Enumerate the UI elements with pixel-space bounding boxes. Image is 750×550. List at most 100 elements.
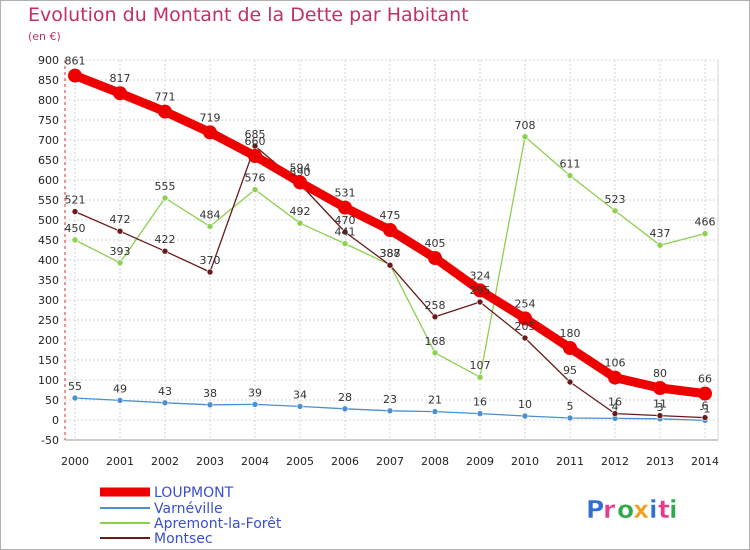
data-label: 324 (470, 269, 491, 282)
y-tick-label: 300 (38, 294, 59, 307)
data-point (296, 219, 304, 227)
data-labels: 8618177717196605945314754053242541801068… (65, 55, 716, 416)
data-point (116, 397, 124, 404)
data-label: 254 (515, 297, 536, 310)
data-point (611, 410, 619, 417)
legend-item: Montsec (100, 531, 213, 547)
y-tick-label: 100 (38, 374, 59, 387)
data-label: 521 (65, 194, 86, 207)
legend-item: Varnéville (100, 501, 223, 517)
data-point (71, 394, 79, 402)
data-point (293, 175, 307, 190)
y-tick-label: 350 (38, 274, 59, 287)
legend-item: LOUPMONT (100, 485, 234, 501)
y-tick-label: 650 (38, 154, 59, 167)
legend-item: Apremont-la-Forêt (100, 516, 282, 532)
x-tick-label: 2006 (331, 455, 359, 468)
data-point (386, 261, 394, 269)
logo-letter: i (649, 495, 658, 524)
data-label: 295 (470, 284, 491, 297)
data-point (473, 283, 487, 298)
data-label: 441 (335, 226, 356, 239)
data-point (701, 414, 709, 421)
data-point (206, 401, 214, 409)
data-label: 576 (245, 172, 266, 185)
data-label: 861 (65, 55, 86, 68)
data-label: 106 (605, 357, 626, 370)
data-point (431, 408, 439, 415)
x-tick-label: 2008 (421, 455, 449, 468)
data-label: 28 (338, 391, 352, 404)
y-tick-label: 450 (38, 234, 59, 247)
y-tick-label: 500 (38, 214, 59, 227)
data-label: 817 (110, 72, 131, 85)
y-tick-label: 400 (38, 254, 59, 267)
logo-letter: P (586, 495, 604, 524)
y-tick-label: 200 (38, 334, 59, 347)
y-tick-label: -50 (41, 434, 59, 447)
data-label: 16 (473, 396, 487, 409)
data-label: 180 (560, 327, 581, 340)
y-tick-label: 900 (38, 54, 59, 67)
logo-letter: i (669, 495, 678, 524)
legend-label: Varnéville (154, 501, 223, 517)
data-label: 685 (245, 128, 266, 141)
chart-unit-label: (en €) (28, 30, 61, 43)
legend-label: Montsec (154, 531, 213, 547)
data-label: 49 (113, 382, 127, 395)
data-point (428, 251, 442, 265)
data-label: 168 (425, 335, 446, 348)
data-point (161, 399, 169, 407)
data-label: 475 (380, 209, 401, 222)
data-point (611, 207, 619, 215)
data-point (521, 133, 529, 141)
data-label: 107 (470, 359, 491, 372)
data-label: 393 (110, 245, 131, 258)
data-point (431, 349, 439, 357)
data-point (251, 186, 259, 193)
data-label: 370 (200, 254, 221, 267)
data-label: 590 (290, 166, 311, 179)
y-tick-label: 0 (52, 414, 59, 427)
data-label: 437 (650, 227, 671, 240)
data-point (701, 230, 709, 237)
data-label: 43 (158, 385, 172, 398)
x-tick-label: 2013 (646, 455, 674, 468)
data-point (68, 68, 82, 83)
x-tick-label: 2010 (511, 455, 539, 468)
data-point (341, 240, 349, 247)
data-label: 23 (383, 393, 397, 406)
legend-label: Apremont-la-Forêt (154, 516, 282, 532)
series-montsec (71, 142, 709, 421)
data-point (251, 401, 259, 408)
data-label: 66 (698, 373, 712, 386)
data-label: 531 (335, 187, 356, 200)
x-tick-label: 2014 (691, 455, 719, 468)
data-label: 11 (653, 398, 667, 411)
data-point (656, 241, 664, 249)
y-tick-label: 800 (38, 94, 59, 107)
y-tick-label: 600 (38, 174, 59, 187)
data-label: 21 (428, 394, 442, 407)
data-label: 611 (560, 158, 581, 171)
legend: LOUPMONTVarnévilleApremont-la-ForêtMonts… (100, 485, 282, 547)
data-label: 80 (653, 367, 667, 380)
chart-title: Evolution du Montant de la Dette par Hab… (28, 4, 469, 26)
data-label: 492 (290, 205, 311, 218)
y-tick-label: 50 (45, 394, 59, 407)
data-label: 388 (380, 247, 401, 260)
x-tick-label: 2007 (376, 455, 404, 468)
data-point (206, 223, 214, 230)
data-point (113, 86, 127, 101)
data-point (71, 208, 79, 215)
series-layer (68, 68, 712, 424)
x-tick-label: 2004 (241, 455, 269, 468)
data-label: 484 (200, 208, 221, 221)
data-point (341, 228, 349, 236)
y-tick-label: 550 (38, 194, 59, 207)
data-label: 594 (290, 161, 311, 174)
data-point (566, 414, 574, 422)
grid (65, 59, 718, 441)
y-tick-label: 150 (38, 354, 59, 367)
proxiti-logo: Pr ox i t i (586, 495, 678, 525)
